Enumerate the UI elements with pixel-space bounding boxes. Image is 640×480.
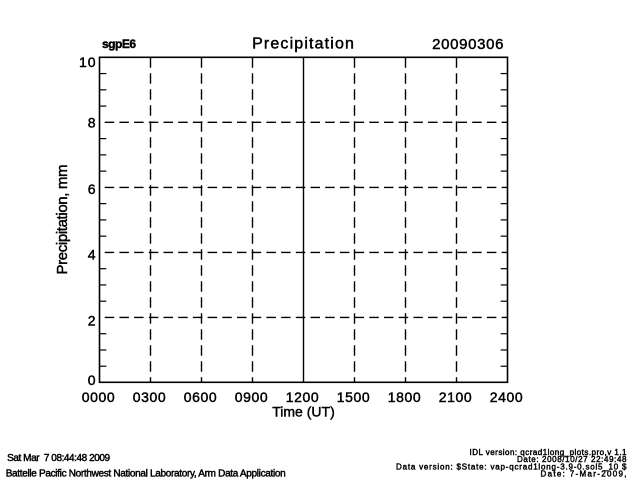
svg-text:20090306: 20090306	[432, 36, 503, 53]
svg-text:0: 0	[88, 372, 96, 388]
svg-text:8: 8	[88, 115, 96, 131]
svg-text:2100: 2100	[439, 389, 472, 405]
svg-text:1200: 1200	[286, 389, 319, 405]
svg-text:2: 2	[88, 313, 96, 329]
svg-text:6: 6	[88, 181, 96, 197]
svg-text:0000: 0000	[82, 389, 115, 405]
svg-text:2400: 2400	[490, 389, 523, 405]
svg-text:Date: 7-Mar-2009,: Date: 7-Mar-2009,	[541, 470, 627, 479]
svg-text:0900: 0900	[235, 389, 268, 405]
svg-text:1500: 1500	[337, 389, 370, 405]
svg-text:Time (UT): Time (UT)	[272, 404, 335, 420]
svg-text:0300: 0300	[133, 389, 166, 405]
svg-text:1800: 1800	[388, 389, 421, 405]
svg-text:Battelle Pacific Northwest Nat: Battelle Pacific Northwest National Labo…	[6, 468, 286, 479]
svg-text:IDL version: qcrad1long_plots.: IDL version: qcrad1long_plots.pro,v 1.1	[470, 448, 628, 457]
svg-text:Precipitation: Precipitation	[252, 36, 354, 53]
svg-text:Date: 2008/10/27 22:49:48: Date: 2008/10/27 22:49:48	[517, 455, 627, 464]
svg-text:Precipitation, mm: Precipitation, mm	[54, 165, 71, 275]
svg-text:4: 4	[88, 247, 96, 263]
svg-text:10: 10	[79, 54, 96, 70]
svg-text:Sat Mar 7 08:44:48 2009: Sat Mar 7 08:44:48 2009	[7, 453, 110, 464]
svg-text:0600: 0600	[184, 389, 217, 405]
svg-text:Data version: $State: vap-qcra: Data version: $State: vap-qcrad1long-3.9…	[396, 462, 627, 471]
svg-text:sgpE6: sgpE6	[102, 37, 136, 51]
